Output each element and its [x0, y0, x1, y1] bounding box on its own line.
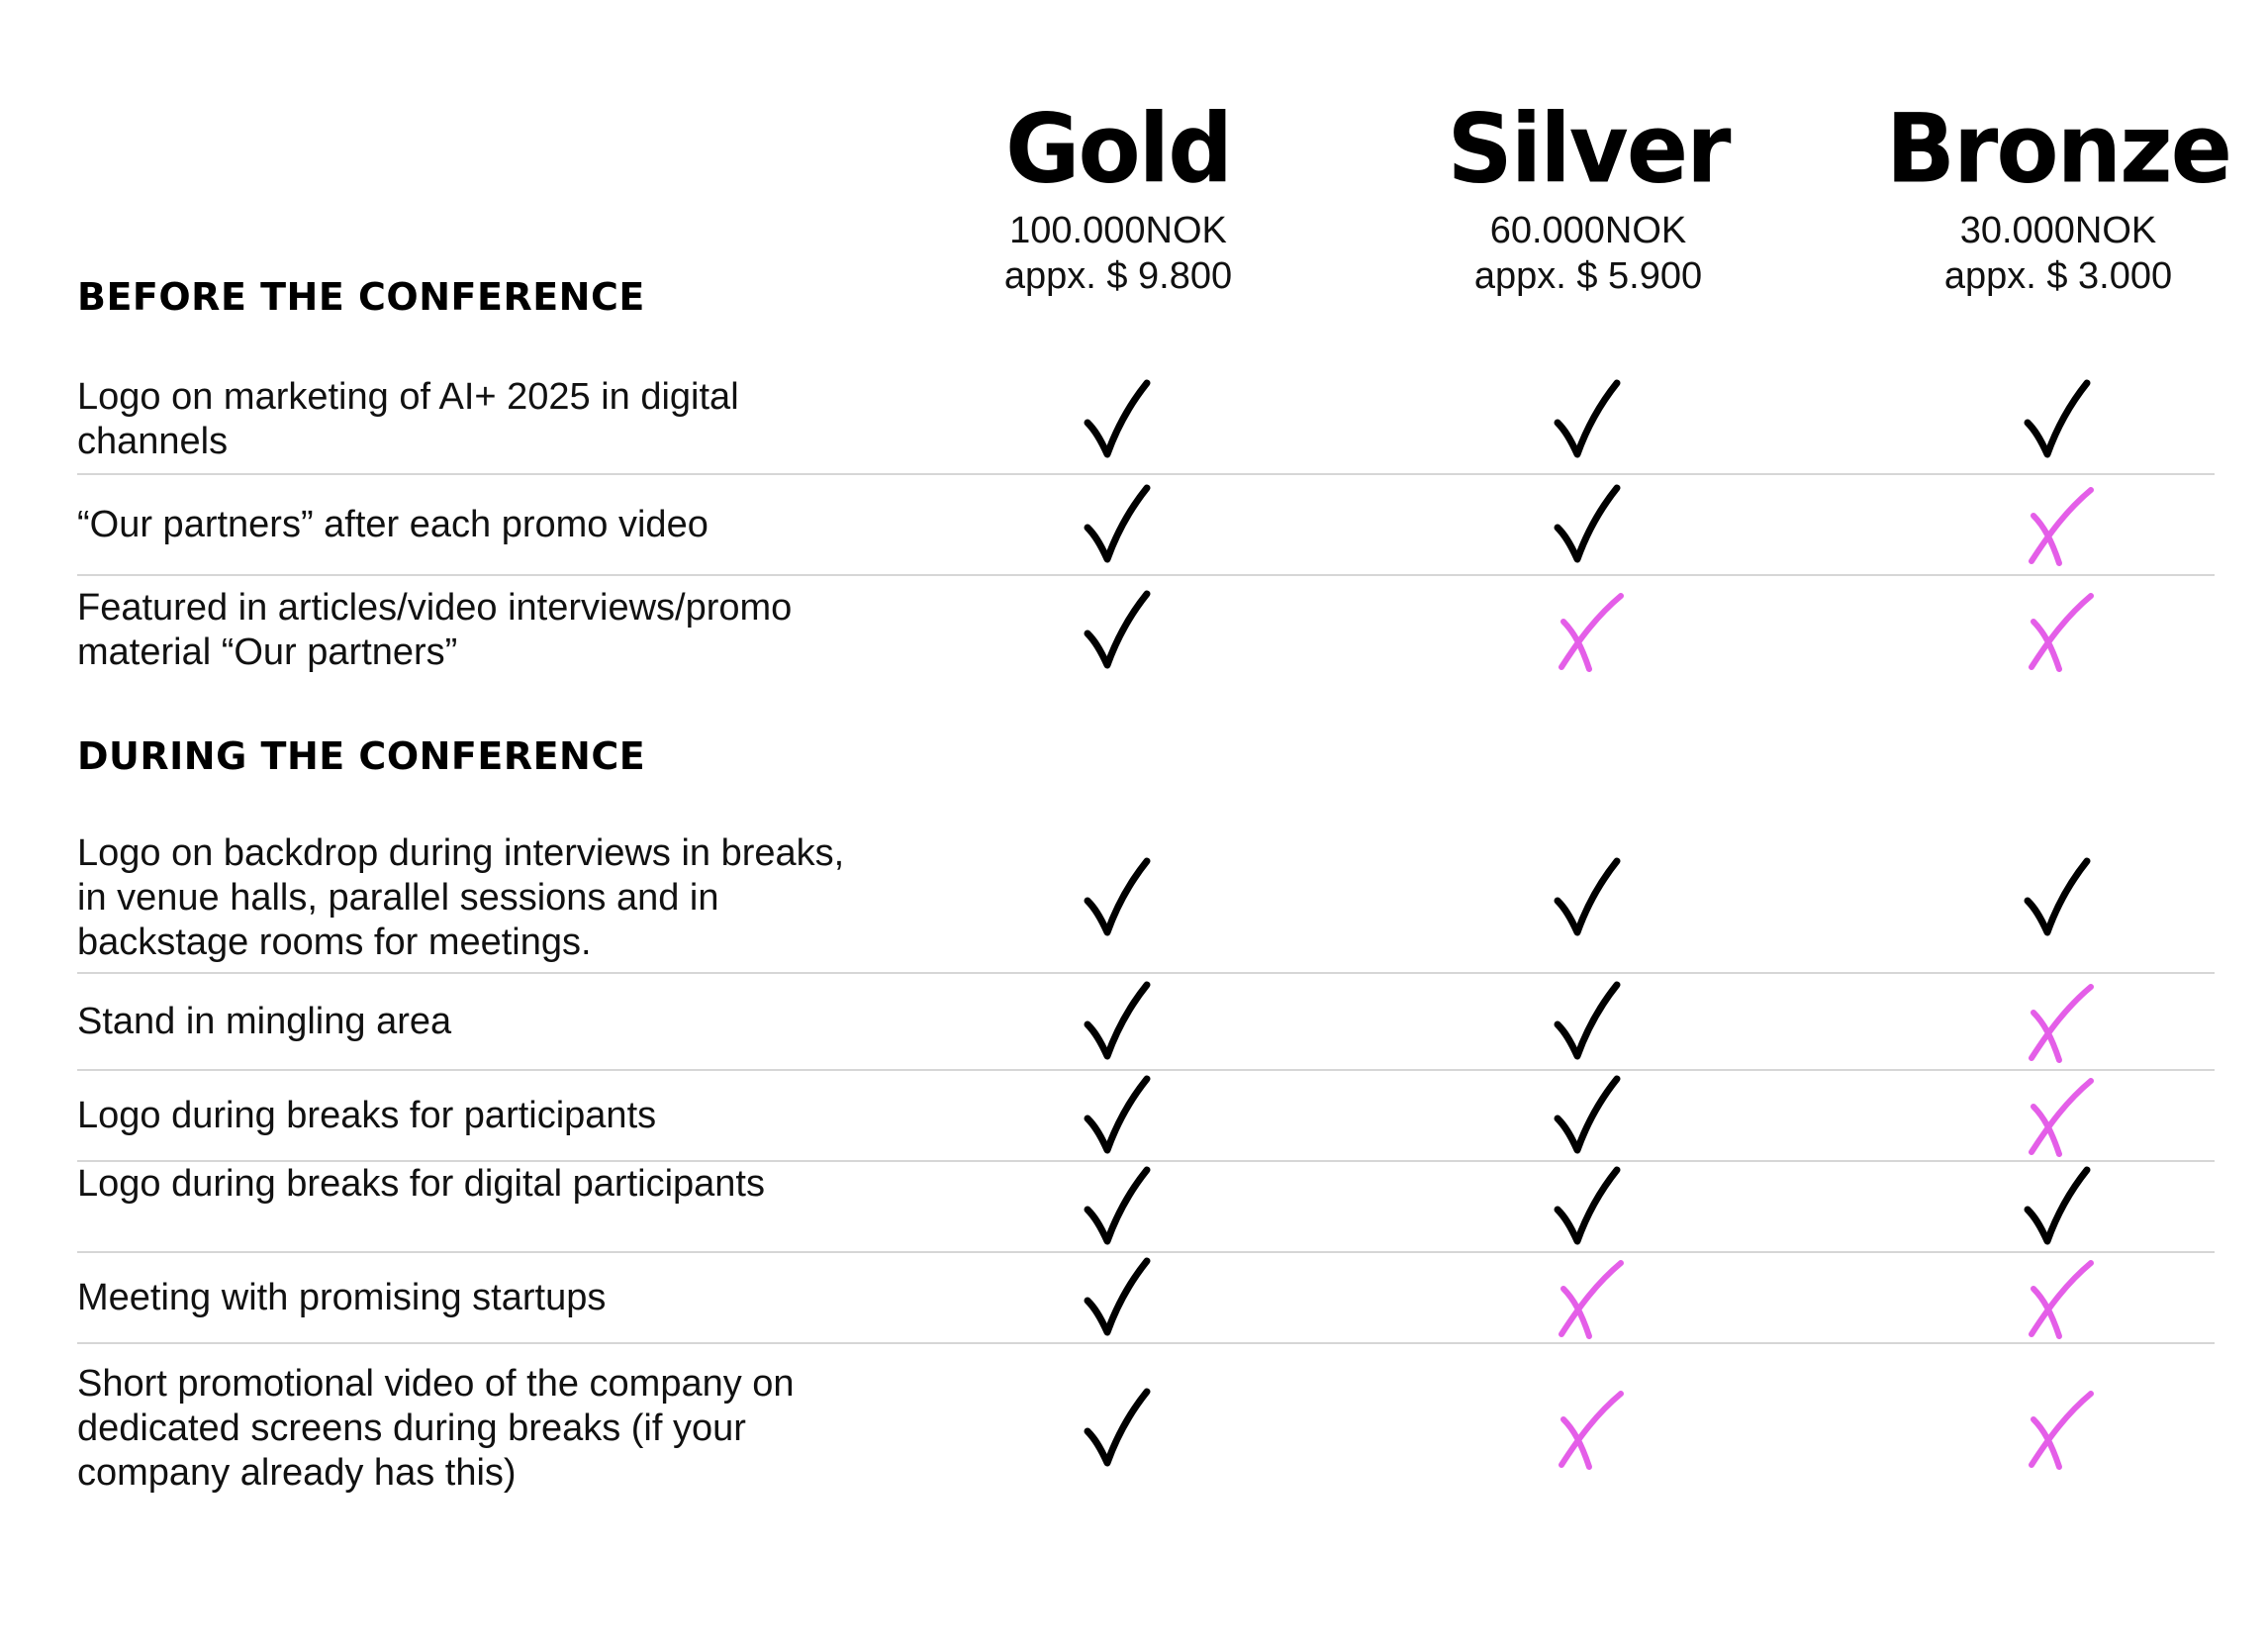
tier-name: Gold — [1004, 93, 1233, 205]
checkmark-icon — [1074, 375, 1163, 464]
tier-bronze-header: Bronze 30.000NOK appx. $ 3.000 — [1860, 93, 2256, 299]
checkmark-icon — [1074, 586, 1163, 675]
checkmark-icon — [2014, 375, 2103, 464]
feature-label: Logo during breaks for digital participa… — [77, 1163, 765, 1205]
tier-gold-header: Gold 100.000NOK appx. $ 9.800 — [920, 93, 1316, 299]
row-divider — [77, 1160, 2215, 1162]
feature-label: “Our partners” after each promo video — [77, 503, 709, 545]
checkmark-icon — [1544, 853, 1633, 942]
feature-label: Logo on backdrop during interviews in br… — [77, 831, 845, 963]
cross-icon — [2014, 1253, 2103, 1342]
feature-row: “Our partners” after each promo video — [77, 475, 2215, 574]
checkmark-icon — [1074, 1253, 1163, 1342]
feature-label: Meeting with promising startups — [77, 1276, 607, 1318]
feature-label: Stand in mingling area — [77, 1000, 452, 1042]
feature-row: Logo on marketing of AI+ 2025 in digital… — [77, 366, 2215, 473]
tier-name: Silver — [1447, 93, 1731, 205]
cross-icon — [2014, 977, 2103, 1066]
checkmark-icon — [1074, 977, 1163, 1066]
feature-label: Short promotional video of the company o… — [77, 1362, 795, 1494]
row-divider — [77, 1251, 2215, 1253]
feature-row: Logo on backdrop during interviews in br… — [77, 824, 2215, 972]
tier-approx-price: appx. $ 5.900 — [1473, 255, 1703, 297]
checkmark-icon — [1544, 1071, 1633, 1160]
cross-icon — [1544, 1253, 1633, 1342]
feature-row: Logo during breaks for digital participa… — [77, 1162, 2215, 1251]
feature-label: Featured in articles/video interviews/pr… — [77, 587, 793, 673]
feature-label: Logo on marketing of AI+ 2025 in digital… — [77, 376, 739, 462]
row-divider — [77, 574, 2215, 576]
checkmark-icon — [1544, 977, 1633, 1066]
row-divider — [77, 473, 2215, 475]
checkmark-icon — [1074, 1071, 1163, 1160]
checkmark-icon — [1544, 480, 1633, 569]
tier-name: Bronze — [1885, 93, 2232, 205]
feature-row: Short promotional video of the company o… — [77, 1344, 2215, 1512]
row-divider — [77, 1069, 2215, 1071]
checkmark-icon — [1074, 853, 1163, 942]
feature-row: Stand in mingling area — [77, 974, 2215, 1069]
checkmark-icon — [1544, 375, 1633, 464]
feature-row: Meeting with promising startups — [77, 1253, 2215, 1342]
feature-row: Featured in articles/video interviews/pr… — [77, 576, 2215, 685]
cross-icon — [1544, 1384, 1633, 1473]
cross-icon — [1544, 586, 1633, 675]
tier-price: 30.000NOK — [1959, 210, 2157, 251]
tier-price: 60.000NOK — [1489, 210, 1687, 251]
section-heading-before: Before the conference — [77, 275, 645, 319]
feature-row: Logo during breaks for participants — [77, 1071, 2215, 1160]
checkmark-icon — [1544, 1162, 1633, 1251]
feature-label: Logo during breaks for participants — [77, 1094, 657, 1136]
checkmark-icon — [1074, 1162, 1163, 1251]
cross-icon — [2014, 586, 2103, 675]
tier-price: 100.000NOK — [1009, 210, 1227, 251]
row-divider — [77, 1342, 2215, 1344]
checkmark-icon — [1074, 1384, 1163, 1473]
tier-silver-header: Silver 60.000NOK appx. $ 5.900 — [1390, 93, 1786, 299]
cross-icon — [2014, 1384, 2103, 1473]
row-divider — [77, 972, 2215, 974]
checkmark-icon — [2014, 1162, 2103, 1251]
tier-approx-price: appx. $ 3.000 — [1943, 255, 2173, 297]
checkmark-icon — [2014, 853, 2103, 942]
cross-icon — [2014, 1071, 2103, 1160]
checkmark-icon — [1074, 480, 1163, 569]
section-heading-during: During the conference — [77, 734, 646, 778]
tier-approx-price: appx. $ 9.800 — [1003, 255, 1233, 297]
cross-icon — [2014, 480, 2103, 569]
